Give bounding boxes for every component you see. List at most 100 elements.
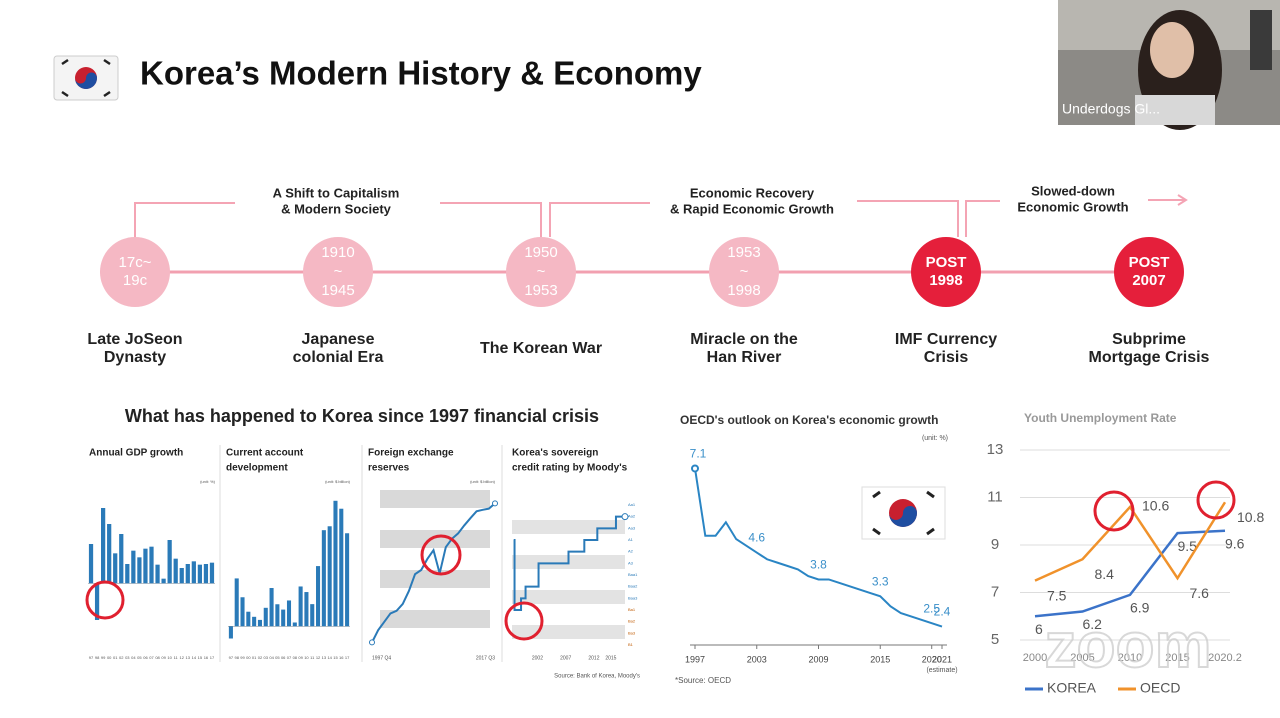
timeline-event-label: Mortgage Crisis	[1089, 349, 1210, 366]
timeline-event-label: Han River	[707, 349, 782, 366]
timeline-period: POST	[926, 254, 967, 271]
timeline-event-label: colonial Era	[293, 349, 384, 366]
x-tick-label: 07	[149, 655, 154, 660]
chart-title: OECD's outlook on Korea's economic growt…	[680, 413, 938, 427]
timeline-event-label: IMF Currency	[895, 331, 997, 348]
bar	[228, 626, 233, 639]
timeline-event-label: Dynasty	[104, 349, 166, 366]
x-tick-label: 2000	[1023, 652, 1047, 664]
x-tick-label: 08	[293, 655, 298, 660]
x-tick-label: 2007	[560, 655, 571, 661]
chart-layer: A Shift to Capitalism& Modern Society Eco…	[87, 183, 1264, 695]
bar	[275, 604, 280, 627]
timeline-group-label: Slowed-down	[1031, 183, 1115, 198]
y-tick-label: 7	[991, 583, 999, 600]
rating-label: Aa2	[628, 514, 636, 519]
data-label: 10.6	[1142, 498, 1169, 514]
bar	[203, 564, 209, 584]
data-line	[694, 468, 943, 628]
x-tick-label: 03	[125, 655, 130, 660]
chart-note: (estimate)	[926, 667, 957, 674]
x-tick-label: 2015	[870, 654, 890, 664]
panel-separators	[219, 445, 503, 662]
rating-label: A3	[628, 560, 634, 565]
bar	[131, 550, 136, 584]
timeline-event-label: Subprime	[1112, 331, 1186, 348]
chart-source: *Source: OECD	[675, 676, 731, 685]
bar	[286, 600, 292, 627]
bar	[143, 548, 148, 584]
y-tick-label: 9	[991, 536, 999, 553]
x-tick-label: 2012	[588, 655, 599, 661]
rating-label: Baa3	[628, 595, 638, 600]
x-tick-label: 05	[275, 655, 280, 660]
x-tick-label: 17	[210, 655, 215, 660]
x-tick-label: 2021	[932, 654, 952, 664]
data-label: 2.4	[934, 605, 951, 619]
x-tick-label: 2005	[1070, 652, 1094, 664]
timeline-period: POST	[1129, 254, 1170, 271]
video-thumbnail	[1058, 0, 1280, 130]
data-label: 7.5	[1047, 587, 1067, 603]
timeline-period: 2007	[1132, 272, 1165, 289]
bar	[292, 622, 297, 627]
rating-label: Baa1	[628, 572, 638, 577]
chart-title: credit rating by Moody's	[512, 463, 628, 474]
x-tick-label: 08	[155, 655, 160, 660]
x-tick-label: 00	[246, 655, 251, 660]
bar	[179, 568, 184, 584]
bar	[252, 616, 257, 627]
y-tick-label: 13	[987, 441, 1004, 458]
zoom-watermark: zoom	[1044, 609, 1211, 681]
rating-label: Ba3	[628, 630, 636, 635]
x-tick-label: 99	[240, 655, 245, 660]
legend-label: OECD	[1140, 680, 1180, 696]
x-tick-label: 03	[264, 655, 269, 660]
timeline-event-label: Miracle on the	[690, 331, 798, 348]
x-tick-label: 17	[345, 655, 350, 660]
timeline-period: 1998	[727, 282, 760, 299]
x-tick-label: 16	[204, 655, 209, 660]
data-label: 9.6	[1225, 535, 1245, 551]
data-label: 10.8	[1237, 509, 1264, 525]
bar	[125, 564, 130, 584]
timeline-period: 1910	[321, 244, 354, 261]
highlight-circles	[85, 480, 1236, 641]
x-tick-label: 09	[298, 655, 303, 660]
bar	[119, 534, 124, 584]
bar	[246, 611, 251, 627]
bar	[185, 564, 190, 584]
line-end-marker	[369, 639, 375, 646]
bar	[149, 546, 154, 584]
timeline-period: 1998	[929, 272, 962, 289]
data-label: 3.3	[872, 574, 889, 588]
rating-label: Ba1	[628, 607, 636, 612]
timeline-period: 1953	[524, 282, 557, 299]
data-label: 9.5	[1178, 538, 1198, 554]
rating-label: Baa2	[628, 584, 638, 589]
timeline-event-label: Late JoSeon	[87, 331, 182, 348]
timeline-node	[911, 237, 981, 307]
x-tick-label: 1997 Q4	[372, 655, 391, 661]
timeline-period: ~	[740, 263, 749, 280]
rating-label: B1	[628, 642, 634, 647]
x-tick-label: 15	[333, 655, 338, 660]
x-tick-label: 99	[101, 655, 106, 660]
crisis-panel-title: What has happened to Korea since 1997 fi…	[125, 406, 599, 426]
bar	[281, 609, 286, 627]
timeline-event-label: Crisis	[924, 349, 969, 366]
bar	[345, 533, 350, 627]
data-label: 8.4	[1095, 566, 1115, 582]
x-tick-label: 06	[281, 655, 286, 660]
y-tick-label: 5	[991, 631, 999, 648]
data-label: 2.5	[923, 601, 940, 615]
flag-icon	[53, 55, 119, 101]
chart-title: Youth Unemployment Rate	[1024, 411, 1177, 425]
x-tick-label: 11	[310, 655, 315, 660]
fx-bands	[380, 490, 490, 628]
x-tick-label: 14	[327, 655, 332, 660]
line-start-marker	[691, 464, 699, 473]
x-tick-label: 97	[89, 655, 94, 660]
rating-label: Aa3	[628, 525, 636, 530]
